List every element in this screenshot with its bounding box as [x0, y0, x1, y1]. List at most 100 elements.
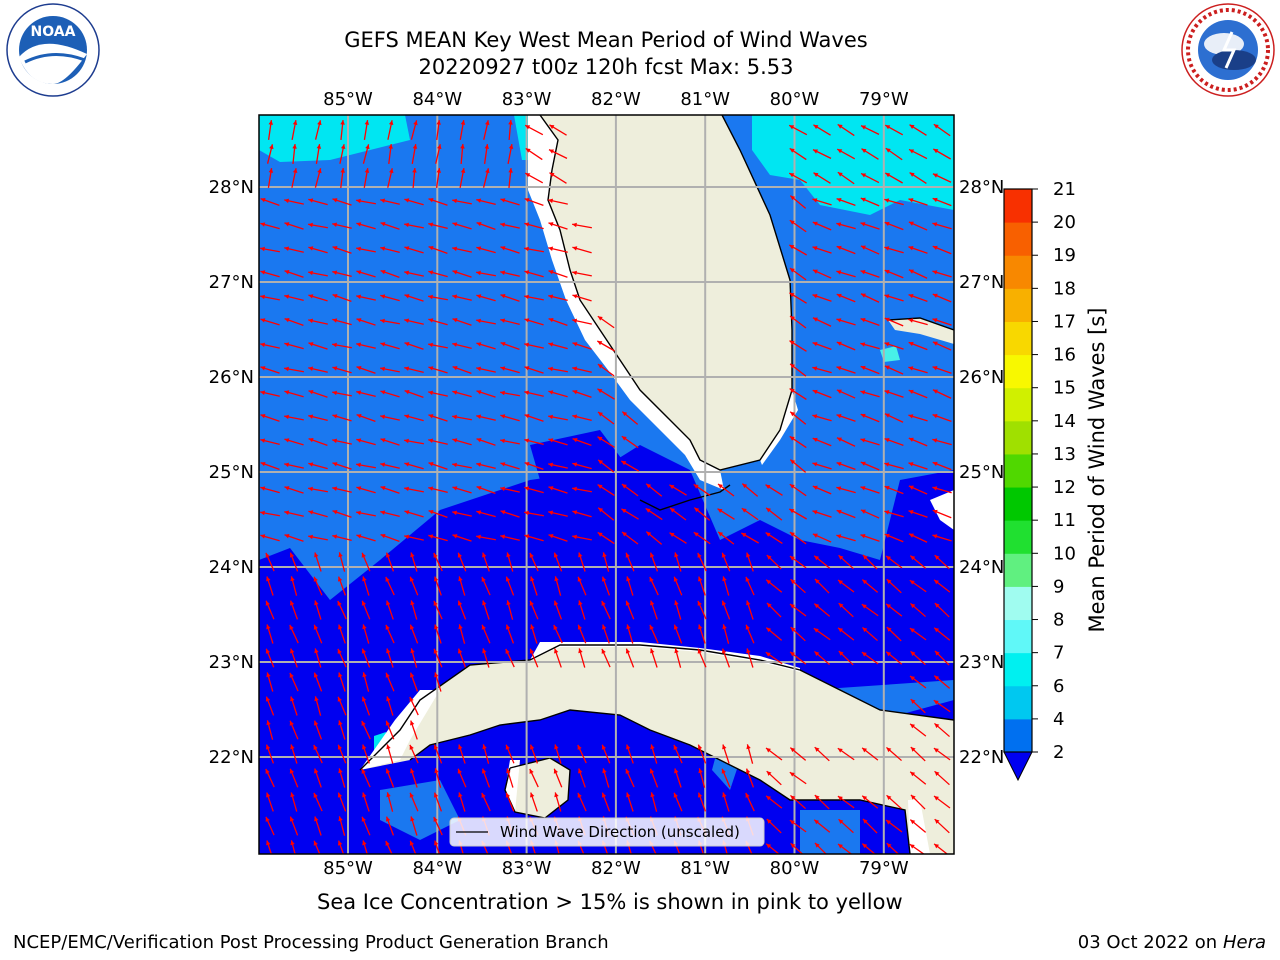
wave-arrow	[524, 124, 544, 136]
wave-arrow	[409, 624, 419, 644]
wave-arrow	[674, 600, 682, 620]
wave-arrow	[861, 795, 879, 809]
wave-arrow	[332, 342, 352, 349]
wave-arrow	[404, 438, 424, 445]
wave-arrow	[886, 626, 902, 642]
wave-arrow	[404, 462, 424, 470]
wave-arrow	[340, 119, 345, 141]
wave-arrow	[790, 626, 806, 642]
wave-arrow	[356, 534, 376, 542]
wave-arrow	[884, 485, 904, 495]
wave-arrow	[548, 198, 568, 205]
wave-arrow	[380, 510, 400, 518]
wave-arrow	[500, 270, 520, 277]
wave-arrow	[908, 293, 928, 303]
wave-arrow	[482, 168, 490, 188]
wave-arrow	[860, 413, 880, 423]
wave-arrow	[356, 462, 376, 469]
wave-arrow	[284, 342, 304, 350]
wave-arrow	[291, 168, 298, 188]
wave-arrow	[717, 508, 735, 520]
wave-arrow	[339, 144, 346, 164]
wave-arrow	[290, 696, 298, 716]
wave-arrow	[428, 509, 448, 519]
lon-label-bottom: 85°W	[323, 858, 373, 879]
wave-arrow	[837, 843, 853, 854]
colorbar-label: Mean Period of Wind Waves [s]	[1085, 307, 1109, 633]
coastline-1	[359, 644, 954, 771]
wave-arrow	[530, 576, 538, 596]
wave-arrow	[332, 486, 352, 493]
wave-arrow	[836, 318, 856, 326]
wave-arrow	[363, 120, 370, 140]
wave-arrow	[284, 438, 304, 446]
wave-arrow	[483, 120, 490, 140]
wave-arrow	[524, 390, 544, 397]
wave-arrow	[482, 552, 490, 572]
wave-arrow	[812, 294, 832, 302]
wave-arrow	[577, 792, 587, 812]
wave-arrow	[812, 221, 832, 231]
wave-arrow	[260, 366, 280, 374]
wave-arrow	[385, 720, 395, 740]
footer-date: 03 Oct 2022 on Hera	[1078, 932, 1266, 953]
wave-arrow	[476, 366, 496, 373]
lon-label-top: 83°W	[502, 89, 552, 110]
wave-arrow	[337, 792, 347, 812]
wave-arrow	[669, 484, 687, 496]
colorbar-segment	[1004, 222, 1032, 256]
wave-arrow	[812, 246, 832, 254]
wave-arrow	[789, 195, 807, 209]
wave-arrow	[813, 555, 831, 569]
wave-arrow	[434, 576, 442, 596]
wave-arrow	[932, 341, 952, 351]
wave-arrow	[356, 294, 376, 301]
legend-label: Wind Wave Direction (unscaled)	[500, 823, 740, 841]
colorbar-tick-label: 15	[1053, 378, 1076, 399]
wave-arrow	[908, 510, 928, 518]
wave-arrow	[508, 167, 513, 189]
lat-label-right: 22°N	[959, 747, 1004, 768]
wave-arrow	[524, 270, 544, 278]
wave-arrow	[266, 672, 274, 692]
wave-arrow	[434, 624, 442, 644]
field-region-6	[880, 346, 900, 362]
wave-arrow	[260, 461, 280, 471]
wave-arrow	[934, 770, 950, 786]
wave-arrow	[909, 555, 927, 569]
wave-arrow	[308, 366, 328, 373]
colorbar-tick-label: 12	[1053, 477, 1076, 498]
wave-arrow	[884, 413, 904, 423]
wave-arrow	[621, 531, 639, 545]
wave-arrow	[387, 168, 394, 188]
wave-arrow	[814, 578, 830, 594]
wave-arrow	[673, 624, 683, 644]
wave-arrow	[578, 768, 586, 788]
wave-arrow	[265, 552, 275, 572]
wave-arrow	[356, 318, 376, 326]
lat-labels-left: 28°N 27°N 26°N 25°N 24°N 23°N 22°N	[209, 177, 254, 768]
wave-arrow	[934, 722, 950, 738]
wave-arrow	[812, 149, 832, 159]
wave-arrow	[410, 600, 418, 620]
wave-arrow	[452, 270, 472, 278]
wave-arrow	[621, 483, 639, 497]
wave-arrow	[332, 222, 352, 229]
wave-arrow	[860, 317, 880, 327]
wave-arrow	[884, 294, 904, 302]
wave-arrow	[790, 578, 806, 594]
wave-arrow	[765, 484, 783, 496]
wave-arrow	[746, 552, 754, 572]
wave-arrow	[548, 246, 568, 253]
wave-arrow	[260, 438, 280, 446]
wave-arrow	[313, 792, 323, 812]
colorbar-segment	[1004, 553, 1032, 587]
wave-arrow	[524, 486, 544, 494]
wave-arrow	[860, 293, 880, 303]
wave-arrow	[308, 318, 328, 325]
wave-arrow	[524, 342, 544, 349]
field-region-7	[380, 780, 460, 840]
wave-arrow	[645, 483, 663, 497]
wave-arrow	[500, 198, 520, 206]
wave-arrow	[338, 624, 346, 644]
